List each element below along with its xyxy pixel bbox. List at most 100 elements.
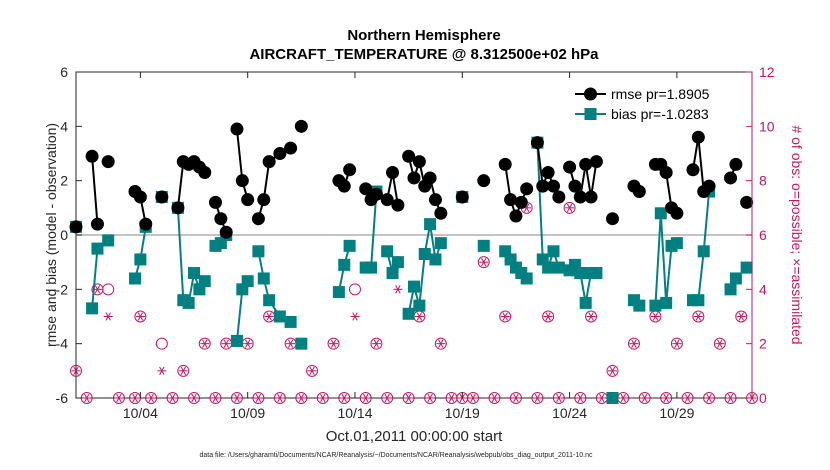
bias-point xyxy=(574,267,587,280)
y2-tick-label: 0 xyxy=(759,390,767,406)
bias-point xyxy=(542,261,555,274)
obs-assimilated-point xyxy=(189,393,199,403)
obs-possible-point xyxy=(638,392,651,404)
obs-assimilated-point xyxy=(307,366,317,375)
obs-assimilated-point xyxy=(157,366,167,375)
bias-point xyxy=(660,296,673,309)
rmse-point xyxy=(155,190,169,204)
y-tick-label: 0 xyxy=(60,227,68,243)
rmse-point xyxy=(686,163,700,177)
bias-point xyxy=(295,337,308,350)
obs-assimilated-point xyxy=(672,339,682,348)
y2-tick-label: 6 xyxy=(759,227,767,243)
obs-possible-point xyxy=(402,392,415,404)
legend-bias-marker xyxy=(584,108,597,120)
obs-count-layer xyxy=(70,201,758,404)
bias-point xyxy=(552,261,565,274)
obs-possible-point xyxy=(681,392,694,404)
rmse-point xyxy=(402,149,416,163)
rmse-line-segment xyxy=(235,128,249,200)
rmse-point xyxy=(541,166,555,180)
bias-point xyxy=(284,315,297,328)
rmse-point xyxy=(428,193,442,207)
rmse-point xyxy=(380,193,394,207)
obs-assimilated-point xyxy=(178,366,188,375)
obs-assimilated-point xyxy=(500,312,510,321)
rmse-point xyxy=(740,195,754,209)
obs-possible-point xyxy=(70,364,82,377)
bias-point xyxy=(386,267,399,280)
plot-area: -6 -4 -2 0 2 4 6 0 2 4 6 8 10 12 10/04 10/09 10/14 10/19 1… xyxy=(56,64,775,421)
rmse-point xyxy=(434,206,448,220)
tick-layer: -6 -4 -2 0 2 4 6 0 2 4 6 8 10 12 10/04 10/09 10/14 10/19 1… xyxy=(56,64,775,421)
rmse-point xyxy=(139,217,153,231)
rmse-point xyxy=(729,157,743,171)
chart-subtitle: AIRCRAFT_TEMPERATURE @ 8.312500e+02 hPa xyxy=(249,46,599,63)
obs-possible-point xyxy=(467,392,480,404)
obs-assimilated-point xyxy=(71,366,81,375)
obs-assimilated-point xyxy=(554,393,564,403)
obs-possible-point xyxy=(102,283,115,296)
obs-assimilated-point xyxy=(650,312,660,321)
obs-possible-point xyxy=(563,201,576,214)
obs-assimilated-point xyxy=(715,339,725,348)
rmse-point xyxy=(407,171,421,185)
bias-point xyxy=(590,267,603,280)
rmse-point xyxy=(214,212,228,226)
obs-possible-point xyxy=(348,283,361,296)
x-tick-label: 10/24 xyxy=(552,405,587,421)
bias-point xyxy=(697,245,710,258)
rmse-point xyxy=(69,220,83,234)
obs-assimilated-point xyxy=(135,312,145,321)
rmse-point xyxy=(343,163,357,177)
obs-possible-point xyxy=(188,392,201,404)
obs-assimilated-point xyxy=(586,312,596,321)
obs-possible-point xyxy=(606,364,619,377)
rmse-point xyxy=(423,171,437,185)
rmse-point xyxy=(171,201,185,215)
bias-point xyxy=(547,245,560,258)
bias-line-segment xyxy=(91,248,99,309)
data-file-note: data file: /Users/gharamti/Documents/NCA… xyxy=(199,452,593,459)
x-tick-label: 10/19 xyxy=(445,405,480,421)
obs-possible-point xyxy=(724,392,737,404)
obs-possible-point xyxy=(542,310,555,323)
rmse-point xyxy=(530,136,544,150)
bias-point xyxy=(365,261,378,274)
y-tick-label: -2 xyxy=(56,281,69,297)
bias-point xyxy=(86,302,99,315)
obs-possible-point xyxy=(327,337,340,350)
obs-assimilated-point xyxy=(350,312,360,321)
bias-point xyxy=(381,245,394,258)
rmse-point xyxy=(101,155,115,169)
x-tick-label: 10/04 xyxy=(123,405,158,421)
obs-assimilated-point xyxy=(425,393,435,403)
bias-point xyxy=(402,307,415,320)
bias-line-segment xyxy=(654,213,678,306)
bias-point xyxy=(670,237,683,250)
bias-point xyxy=(273,310,286,323)
obs-possible-point xyxy=(198,337,211,350)
rmse-point xyxy=(90,217,104,231)
obs-assimilated-point xyxy=(511,393,521,403)
obs-assimilated-point xyxy=(103,312,113,321)
x-tick-label: 10/29 xyxy=(659,405,694,421)
rmse-point xyxy=(369,187,383,201)
obs-assimilated-point xyxy=(210,393,220,403)
bias-point xyxy=(477,239,490,252)
bias-point xyxy=(434,237,447,250)
bias-point xyxy=(724,283,737,296)
bias-point xyxy=(649,299,662,312)
rmse-point xyxy=(412,155,426,169)
obs-possible-point xyxy=(370,337,383,350)
obs-assimilated-point xyxy=(640,393,650,403)
obs-assimilated-point xyxy=(146,393,156,403)
rmse-point xyxy=(724,171,738,185)
obs-assimilated-point xyxy=(339,393,349,403)
obs-assimilated-point xyxy=(232,393,242,403)
x-tick-label: 10/09 xyxy=(230,405,265,421)
obs-possible-point xyxy=(477,256,490,269)
obs-assimilated-point xyxy=(114,393,124,403)
obs-possible-point xyxy=(359,392,372,404)
bias-point xyxy=(429,253,442,266)
